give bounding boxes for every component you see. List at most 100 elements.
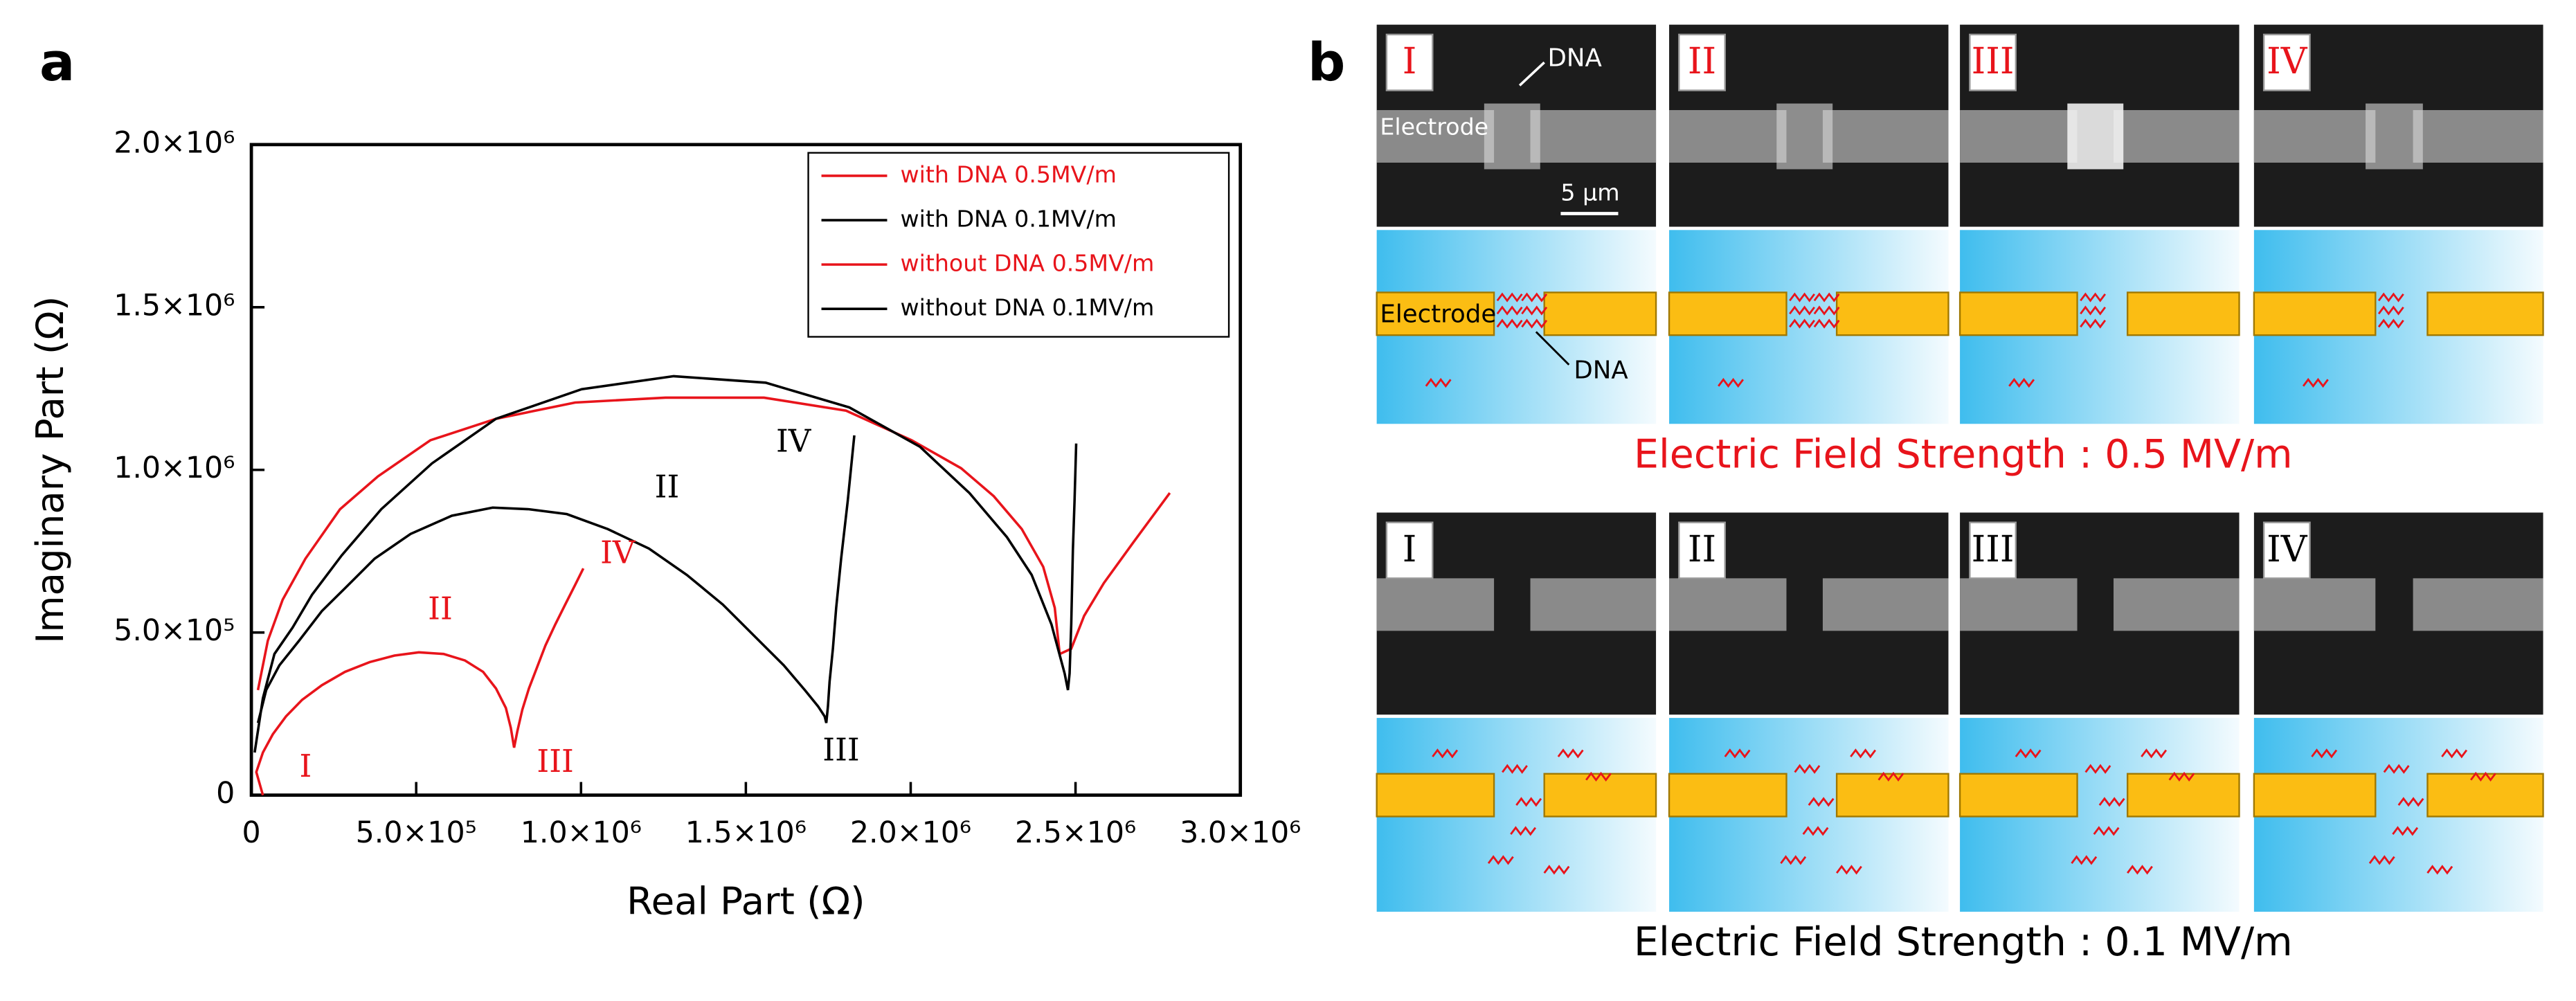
stage-label-box: [1969, 33, 2017, 91]
schematic-annotation: DNA: [1574, 356, 1628, 384]
electrode-image: [1376, 578, 1495, 631]
annotation: IV: [600, 534, 636, 571]
dna-glow: [1776, 103, 1833, 170]
stage-label-box: [1678, 33, 1726, 91]
electrode-schematic: [1543, 291, 1657, 336]
electrode-schematic: [1835, 773, 1949, 818]
electrode-schematic: [2126, 773, 2240, 818]
stage-label: III: [1972, 41, 2015, 82]
stage-label: IV: [2267, 529, 2308, 570]
electrode-schematic: [1376, 291, 1495, 336]
stage-label: I: [1403, 529, 1417, 570]
dna-icon: [1850, 748, 1877, 759]
dna-icon: [2377, 292, 2404, 303]
dna-icon: [1515, 797, 1542, 807]
dna-glow: [2366, 103, 2423, 170]
electrode-image: [1822, 110, 1949, 163]
series-line: [256, 396, 1171, 691]
dna-icon: [2469, 771, 2496, 782]
dna-icon: [2093, 826, 2120, 836]
dna-icon: [1877, 771, 1904, 782]
x-tick-label: 3.0×10⁶: [1180, 815, 1301, 850]
dna-icon: [1521, 318, 1548, 329]
x-tick-label: 5.0×10⁵: [356, 815, 477, 850]
electrode-image: [1822, 578, 1949, 631]
dna-icon: [2426, 865, 2453, 875]
electrode-image: [1530, 578, 1657, 631]
dna-icon: [1425, 377, 1452, 388]
dna-icon: [1813, 305, 1840, 316]
electrode-image: [1669, 110, 1787, 163]
dna-icon: [2141, 748, 2168, 759]
image-annotation: Electrode: [1380, 114, 1488, 141]
series-line: [255, 568, 585, 796]
stage-label-box: [2262, 33, 2311, 91]
dna-icon: [2080, 318, 2107, 329]
x-tick-label: 1.0×10⁶: [521, 815, 642, 850]
dna-icon: [1487, 855, 1514, 865]
arrow: [1518, 61, 1545, 87]
dna-icon: [2084, 764, 2111, 774]
dna-icon: [2441, 748, 2468, 759]
dna-icon: [1835, 865, 1862, 875]
dna-icon: [2015, 748, 2042, 759]
dna-icon: [2302, 377, 2329, 388]
field-strength-label: Electric Field Strength : 0.1 MV/m: [1634, 919, 2293, 965]
dna-icon: [1724, 748, 1751, 759]
annotation: III: [537, 743, 573, 779]
x-axis-title: Real Part (Ω): [627, 878, 865, 923]
stage-label: I: [1403, 41, 1417, 82]
x-tick-label: 1.5×10⁶: [685, 815, 807, 850]
legend-label: with DNA 0.1MV/m: [900, 206, 1117, 233]
y-tick-label: 1.0×10⁶: [114, 451, 235, 485]
electrode-image: [2113, 578, 2240, 631]
stage-label: II: [1688, 41, 1716, 82]
y-tick-label: 5.0×10⁵: [114, 613, 235, 648]
electrode-schematic: [1958, 773, 2078, 818]
dna-glow: [1484, 103, 1540, 170]
dna-icon: [1802, 826, 1829, 836]
y-axis-title: Imaginary Part (Ω): [28, 296, 72, 644]
electrode-schematic: [2426, 773, 2544, 818]
annotation: II: [428, 590, 453, 626]
dna-icon: [2392, 826, 2419, 836]
electrode-image: [2113, 110, 2240, 163]
dna-icon: [2080, 292, 2107, 303]
legend-label: with DNA 0.5MV/m: [900, 161, 1117, 188]
field-strength-label: Electric Field Strength : 0.5 MV/m: [1634, 431, 2293, 477]
annotation: IV: [776, 422, 812, 459]
annotation: I: [299, 748, 312, 784]
dna-icon: [2397, 797, 2424, 807]
dna-icon: [2311, 748, 2338, 759]
legend-box: [807, 152, 1230, 338]
scale-bar-label: 5 μm: [1560, 179, 1619, 206]
y-tick-label: 2.0×10⁶: [114, 125, 235, 160]
electrode-schematic: [2126, 291, 2240, 336]
dna-icon: [1502, 764, 1528, 774]
stage-label-box: [1385, 33, 1434, 91]
electrode-schematic: [1668, 291, 1787, 336]
dna-icon: [2168, 771, 2195, 782]
stage-label-box: [1969, 521, 2017, 579]
dna-icon: [2377, 318, 2404, 329]
dna-icon: [2008, 377, 2035, 388]
dna-icon: [1496, 305, 1523, 316]
x-tick-label: 2.0×10⁶: [850, 815, 971, 850]
electrode-image: [2413, 110, 2543, 163]
electrode-image: [2253, 110, 2376, 163]
dna-icon: [1794, 764, 1821, 774]
dna-icon: [1496, 292, 1523, 303]
dna-icon: [1789, 305, 1815, 316]
electrode-image: [1960, 110, 2078, 163]
electrode-schematic: [1543, 773, 1657, 818]
electrode-image: [1669, 578, 1787, 631]
dna-icon: [2368, 855, 2395, 865]
stage-label-box: [1678, 521, 1726, 579]
dna-icon: [1808, 797, 1835, 807]
dna-icon: [2080, 305, 2107, 316]
dna-icon: [2098, 797, 2125, 807]
legend-label: without DNA 0.5MV/m: [900, 250, 1154, 277]
electrode-image: [1960, 578, 2078, 631]
electrode-schematic: [2253, 291, 2377, 336]
dna-icon: [1557, 748, 1584, 759]
